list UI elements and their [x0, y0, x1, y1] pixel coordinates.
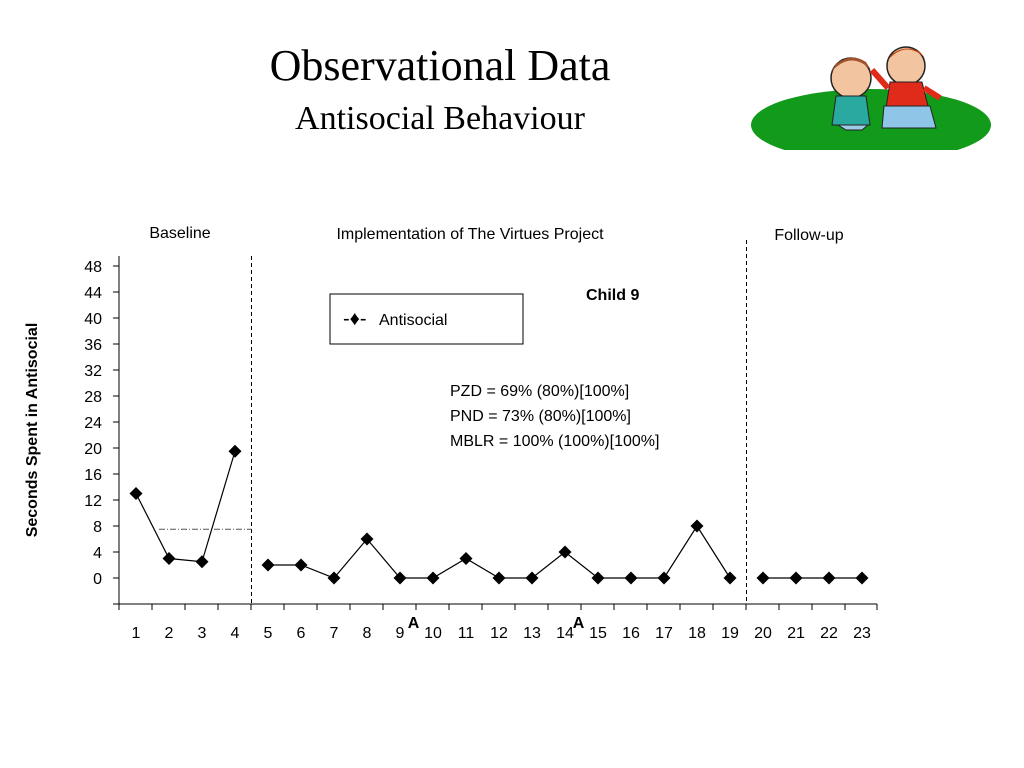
slide-subtitle: Antisocial Behaviour [295, 100, 585, 137]
data-point [426, 571, 440, 585]
y-tick-label: 16 [84, 467, 102, 484]
y-tick-label: 44 [84, 285, 102, 302]
series-line-segment [268, 524, 731, 579]
y-tick-label: 40 [84, 311, 102, 328]
data-point [525, 571, 539, 585]
y-tick-label: 12 [84, 493, 102, 510]
y-tick-label: 8 [93, 519, 102, 536]
x-tick-label: 12 [490, 625, 508, 642]
data-point [789, 571, 803, 585]
x-tick-label: 8 [363, 625, 372, 642]
y-tick-label: 32 [84, 363, 102, 380]
session-marker-label: A [408, 615, 420, 632]
session-marker-label: A [573, 615, 585, 632]
data-point [822, 571, 836, 585]
y-tick-label: 36 [84, 337, 102, 354]
data-point [492, 571, 506, 585]
x-tick-label: 22 [820, 625, 838, 642]
grass-patch [751, 89, 991, 161]
data-point [756, 571, 770, 585]
child-two-body [885, 81, 929, 109]
x-tick-label: 5 [264, 625, 273, 642]
x-tick-label: 7 [330, 625, 339, 642]
children-playing-clipart [750, 46, 992, 170]
legend: -♦- Antisocial [329, 293, 524, 345]
data-point [855, 571, 869, 585]
x-tick-label: 4 [231, 625, 240, 642]
phase-label-implementation: Implementation of The Virtues Project [336, 226, 604, 243]
y-tick-label: 28 [84, 389, 102, 406]
x-tick-label: 17 [655, 625, 673, 642]
data-point [327, 571, 341, 585]
y-axis-label: Seconds Spent in Antisocial [24, 323, 41, 538]
x-tick-label: 20 [754, 625, 772, 642]
x-tick-label: 14 [556, 625, 574, 642]
phase-label-baseline: Baseline [149, 225, 210, 242]
data-point [195, 555, 209, 569]
x-tick-label: 9 [396, 625, 405, 642]
x-tick-label: 21 [787, 625, 805, 642]
data-point [591, 571, 605, 585]
data-point [129, 487, 143, 500]
data-point [261, 558, 275, 572]
x-tick-label: 18 [688, 625, 706, 642]
data-point [360, 532, 374, 546]
data-point [723, 571, 737, 585]
data-point [558, 545, 572, 559]
child-one-body [831, 95, 871, 126]
x-tick-label: 2 [165, 625, 174, 642]
data-point [624, 571, 638, 585]
series-line-segment [135, 451, 236, 563]
stat-pzd: PZD = 69% (80%)[100%] [450, 383, 629, 400]
x-tick-label: 13 [523, 625, 541, 642]
x-tick-label: 11 [458, 625, 475, 642]
data-point [657, 571, 671, 585]
x-tick-label: 1 [132, 625, 141, 642]
x-tick-label: 3 [198, 625, 207, 642]
stat-pnd: PND = 73% (80%)[100%] [450, 408, 631, 425]
data-point [393, 571, 407, 585]
data-point [228, 444, 242, 458]
x-tick-label: 6 [297, 625, 306, 642]
legend-box [329, 293, 524, 345]
child-label: Child 9 [586, 287, 639, 304]
y-tick-label: 20 [84, 441, 102, 458]
x-tick-label: 10 [424, 625, 442, 642]
y-tick-label: 48 [84, 259, 102, 276]
y-tick-label: 0 [93, 571, 102, 588]
stat-mblr: MBLR = 100% (100%)[100%] [450, 433, 659, 450]
legend-marker: -♦- [343, 308, 367, 330]
x-tick-label: 16 [622, 625, 640, 642]
data-point [459, 552, 473, 565]
x-tick-label: 23 [853, 625, 871, 642]
x-tick-label: 15 [589, 625, 607, 642]
x-ticks: 1 2 3 4 5 6 7 8 9 10 11 12 13 14 15 16 17 18 19 20 21 22 23 [118, 604, 878, 642]
data-point [162, 552, 176, 565]
y-tick-label: 4 [93, 545, 102, 562]
data-point [294, 558, 308, 572]
phase-label-follow-up: Follow-up [774, 227, 843, 244]
data-point [690, 519, 704, 533]
legend-label: Antisocial [379, 312, 447, 329]
slide-title: Observational Data [269, 41, 611, 90]
series-antisocial [129, 444, 869, 585]
y-tick-label: 24 [84, 415, 102, 432]
x-tick-label: 19 [721, 625, 739, 642]
